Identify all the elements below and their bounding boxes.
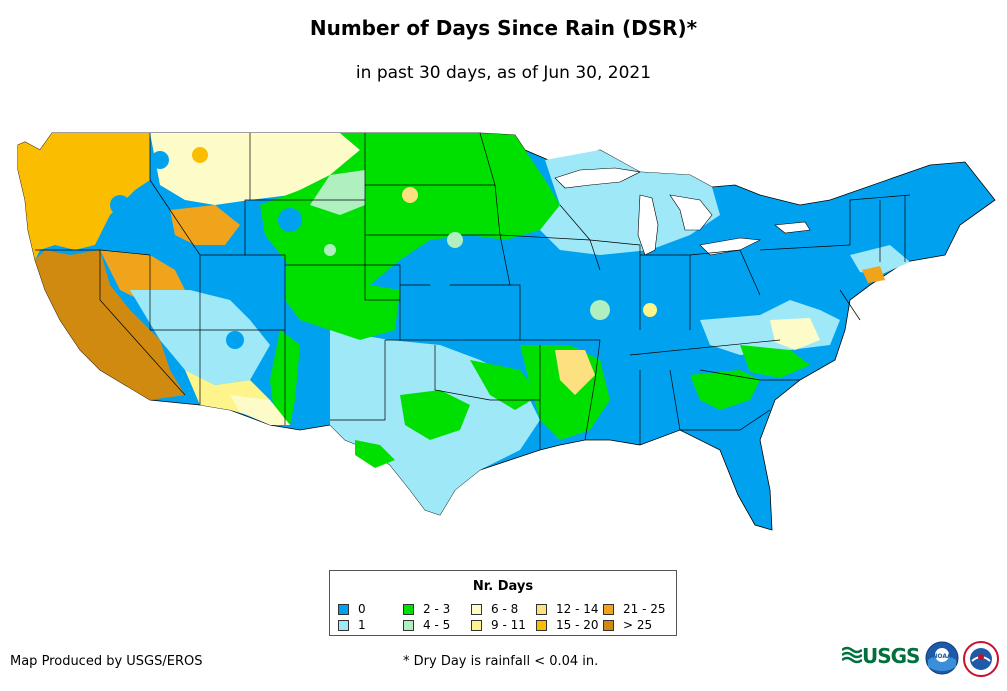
legend-item: > 25 (603, 618, 652, 632)
credit-text: Map Produced by USGS/EROS (10, 654, 203, 669)
legend-label: 2 - 3 (423, 602, 451, 616)
legend-item: 1 (338, 618, 366, 632)
state-boundaries (35, 132, 911, 450)
idaho-orange-region (170, 205, 240, 245)
legend-item: 21 - 25 (603, 602, 666, 616)
map-subtitle: in past 30 days, as of Jun 30, 2021 (355, 63, 652, 83)
texas-green-region-2 (470, 360, 540, 410)
legend-swatch (403, 603, 414, 615)
legend-label: > 25 (623, 618, 653, 632)
lake-ontario (774, 221, 811, 234)
legend-swatch (338, 603, 349, 615)
legend-swatch (471, 619, 482, 631)
legend-item: 4 - 5 (403, 618, 450, 632)
legend: Nr. Days 0 1 2 - 3 4 - 5 6 - 8 9 - 11 12… (329, 570, 677, 636)
legend-item: 0 (338, 602, 366, 616)
ny-orange-region (862, 266, 885, 283)
legend-label: 0 (358, 602, 366, 616)
legend-swatch (603, 619, 614, 631)
lake-superior (554, 167, 641, 189)
arkansas-yellow-region (555, 350, 595, 395)
svg-text:NOAA: NOAA (932, 653, 952, 660)
legend-item: 2 - 3 (403, 602, 450, 616)
virginia-green-region (740, 345, 810, 378)
nws-logo-icon (963, 641, 999, 677)
pacific-nw-region (18, 133, 150, 260)
footnote-text: * Dry Day is rainfall < 0.04 in. (403, 654, 599, 669)
usgs-logo: USGS (842, 642, 920, 670)
legend-item: 12 - 14 (536, 602, 599, 616)
legend-label: 4 - 5 (423, 618, 451, 632)
colorado-green-region (285, 265, 400, 340)
legend-label: 15 - 20 (556, 618, 599, 632)
california-region (35, 250, 185, 400)
legend-swatch (536, 603, 547, 615)
legend-label: 12 - 14 (556, 602, 599, 616)
legend-swatch (403, 619, 414, 631)
usgs-wave-icon (842, 646, 862, 664)
dakotas-light-region (310, 170, 365, 215)
usgs-logo-text: USGS (862, 644, 920, 668)
carolina-pale-region (770, 318, 820, 350)
legend-item: 9 - 11 (471, 618, 526, 632)
texture-blobs (110, 147, 657, 433)
texas-green-region-1 (400, 390, 470, 440)
arizona-pale-region (230, 395, 290, 425)
us-dsr-map (17, 132, 996, 531)
legend-label: 1 (358, 618, 366, 632)
legend-label: 6 - 8 (491, 602, 519, 616)
legend-swatch (471, 603, 482, 615)
legend-title: Nr. Days (472, 579, 534, 594)
map-title: Number of Days Since Rain (DSR)* (309, 16, 698, 40)
texas-green-region-3 (355, 440, 395, 468)
noaa-logo-icon: NOAA (925, 641, 959, 675)
legend-label: 9 - 11 (491, 618, 526, 632)
legend-swatch (603, 603, 614, 615)
lake-huron (669, 194, 713, 231)
legend-item: 15 - 20 (536, 618, 599, 632)
nevada-orange-region (100, 250, 185, 300)
legend-label: 21 - 25 (623, 602, 666, 616)
legend-swatch (338, 619, 349, 631)
legend-swatch (536, 619, 547, 631)
legend-item: 6 - 8 (471, 602, 518, 616)
lake-michigan (637, 194, 659, 256)
southeast-green-region (690, 370, 760, 410)
